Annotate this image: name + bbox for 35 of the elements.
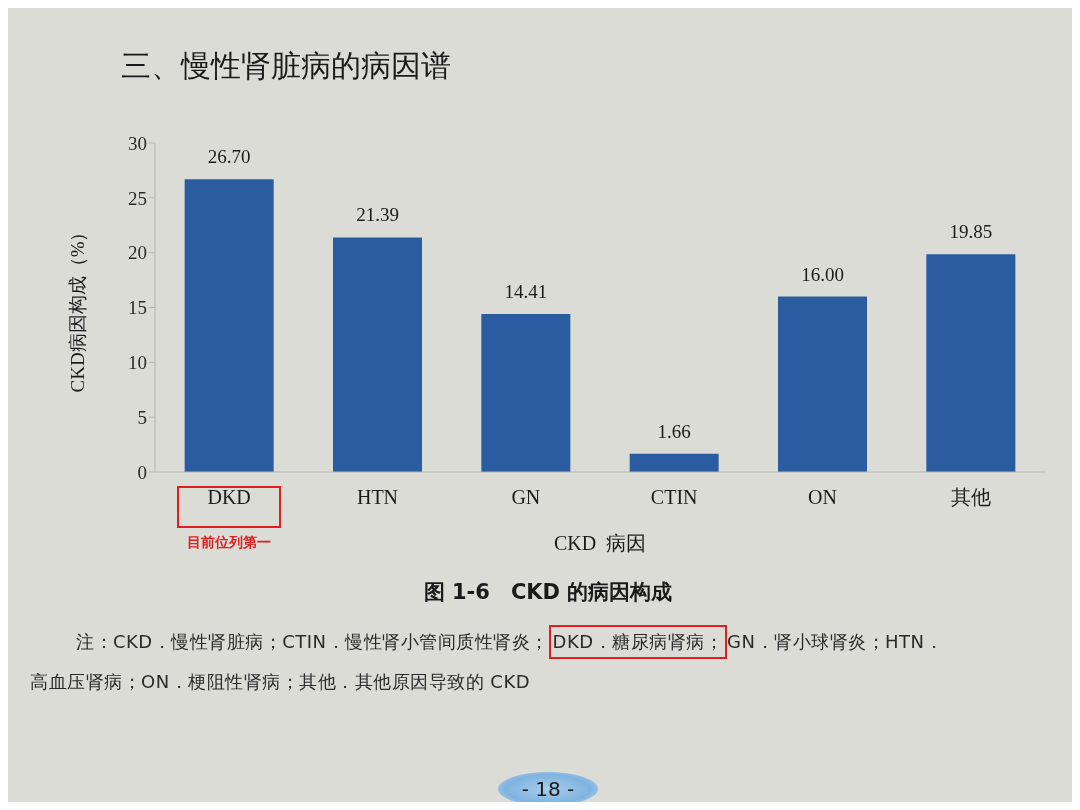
data-label: 16.00	[801, 263, 844, 285]
y-tick-label: 25	[128, 187, 147, 209]
y-tick-label: 10	[128, 352, 147, 374]
data-label: 14.41	[504, 280, 548, 302]
x-tick-label: ON	[808, 486, 837, 509]
y-tick-label: 0	[137, 461, 147, 483]
y-tick-label: 5	[137, 406, 147, 428]
y-tick-label: 20	[128, 242, 147, 264]
bar	[629, 453, 719, 472]
text: 目前位列第一	[186, 534, 273, 552]
x-tick-label: GN	[511, 486, 541, 509]
bar	[184, 179, 274, 472]
x-axis-title: CKD 病因	[553, 532, 647, 554]
x-tick-label: HTN	[356, 486, 399, 509]
data-label: 21.39	[356, 204, 399, 226]
x-tick-label: CTIN	[650, 486, 698, 509]
oval-badge: - 18 -	[498, 772, 598, 802]
y-axis-title: CKD病因构成（%）	[66, 222, 88, 393]
text: 高血压肾病；ON．梗阻性肾病；其他．其他原因导致的 CKD	[30, 670, 531, 694]
data-label: 19.85	[949, 221, 993, 243]
text: GN．肾小球肾炎；HTN．	[727, 630, 944, 654]
text: 图 1-6 CKD 的病因构成	[422, 579, 674, 606]
bar	[481, 313, 571, 472]
y-tick-label: 30	[128, 132, 147, 154]
data-label: 1.66	[657, 420, 691, 442]
bar	[926, 254, 1016, 472]
x-tick-label: 其他	[950, 486, 991, 509]
x-tick-label: DKD	[207, 486, 251, 509]
bar	[778, 296, 867, 472]
bar	[333, 237, 422, 472]
data-label: 26.70	[207, 146, 251, 168]
chart-title: 三、慢性肾脏病的病因谱	[121, 47, 451, 85]
text: DKD．糖尿病肾病；	[548, 625, 728, 659]
y-tick-label: 15	[128, 297, 147, 319]
text: 注：CKD．慢性肾脏病；CTIN．慢性肾小管间质性肾炎；	[76, 630, 549, 654]
